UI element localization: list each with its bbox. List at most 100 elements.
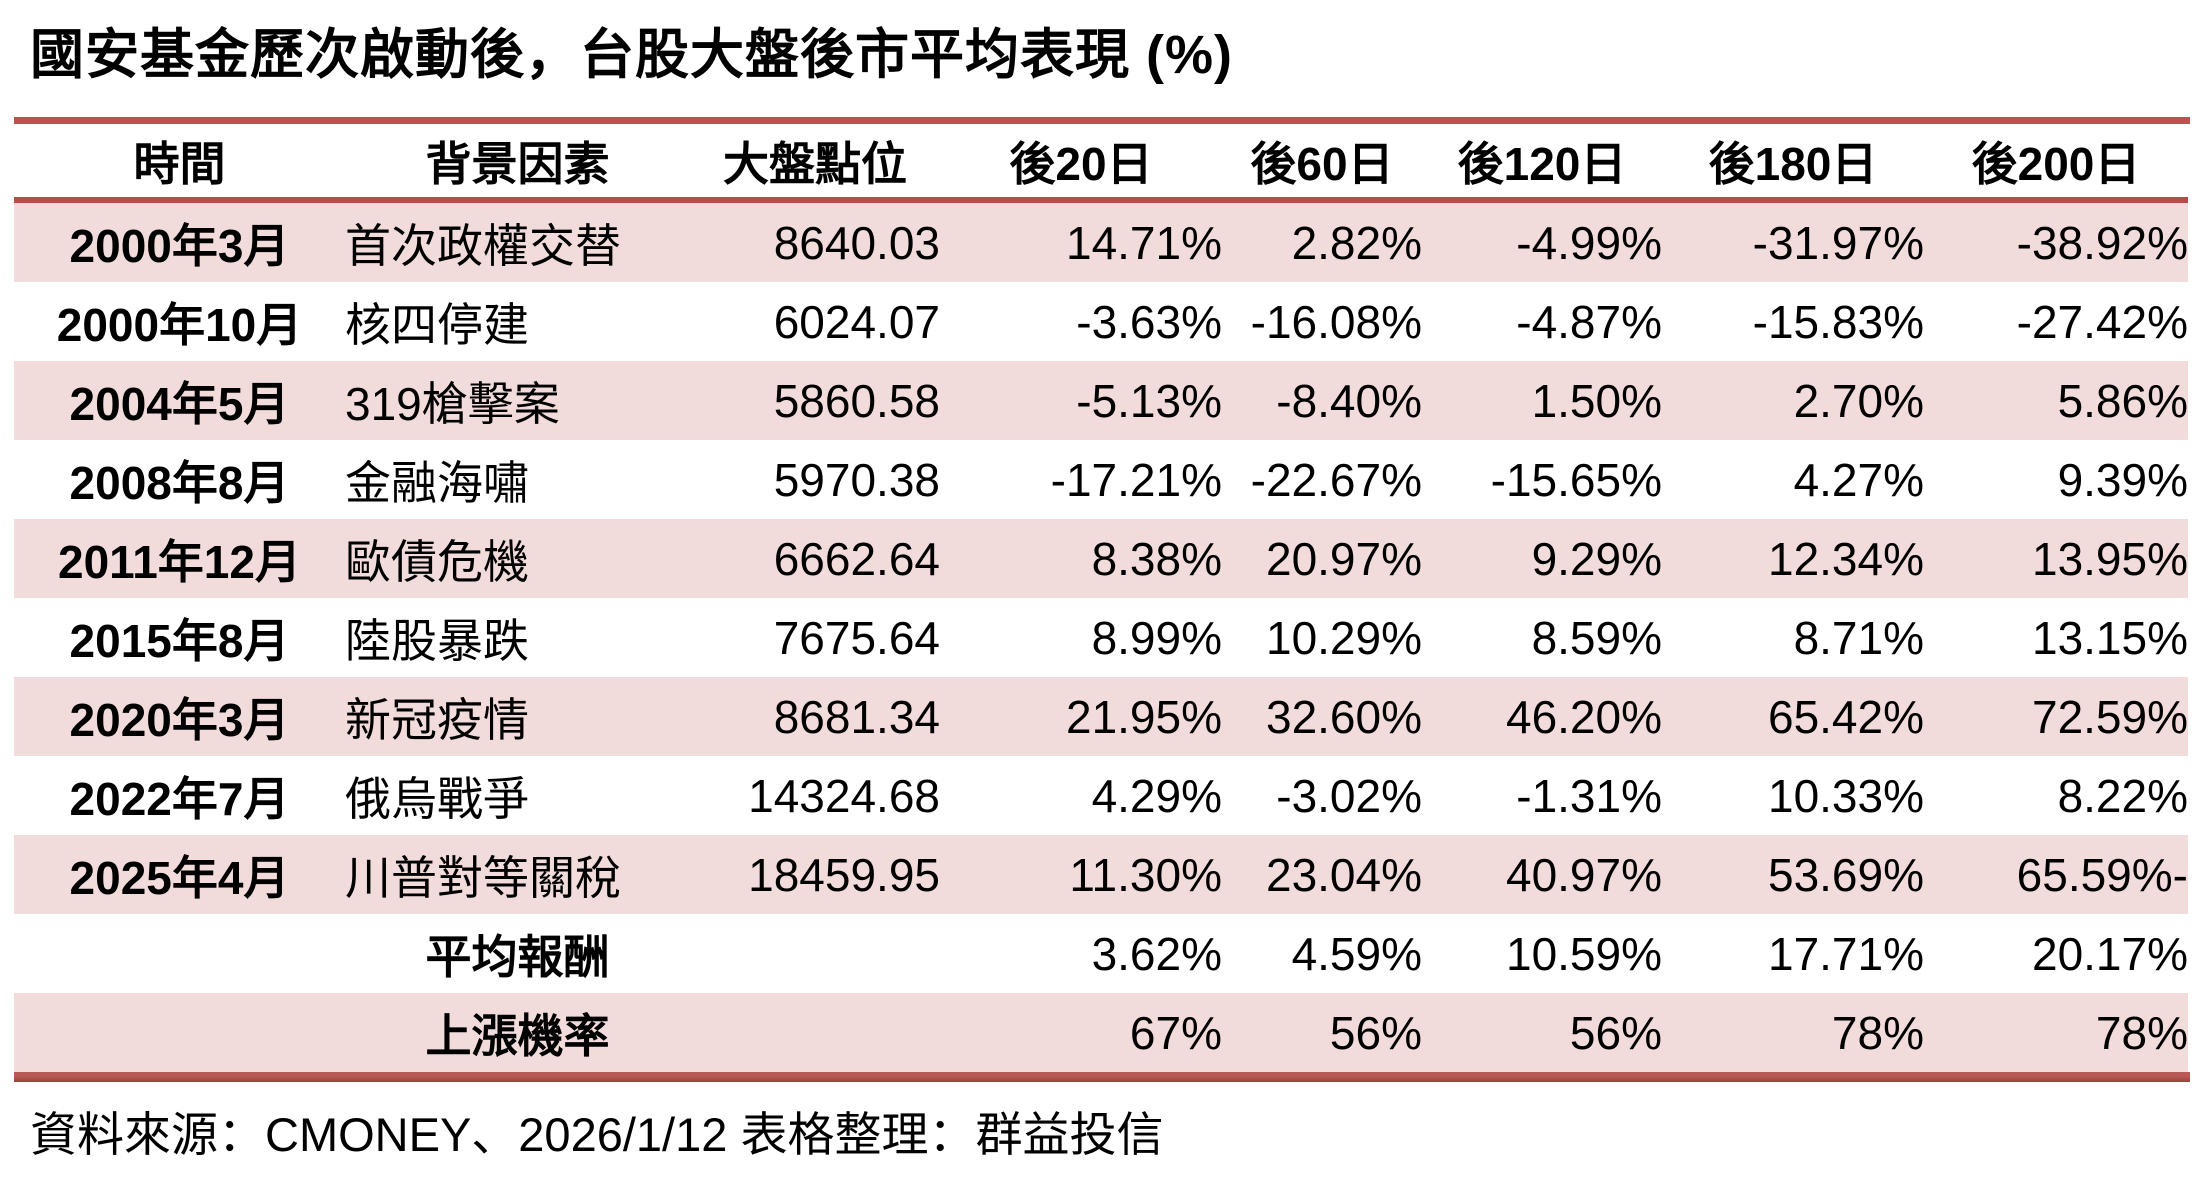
time-cell: 2015年8月 (69, 614, 290, 667)
index-level-cell: 5860.58 (773, 374, 940, 427)
factor-cell: 川普對等關稅 (345, 851, 621, 904)
return-200d-cell: 65.59%- (2016, 848, 2188, 901)
return-120d-cell: -4.99% (1516, 216, 1662, 269)
return-20d-cell: 21.95% (1065, 690, 1222, 743)
table-body: 2000年3月 首次政權交替 8640.03 14.71% 2.82% -4.9… (14, 200, 2188, 1072)
return-20d-cell: 4.29% (1091, 769, 1222, 822)
return-180d-cell: 12.34% (1767, 532, 1924, 585)
factor-cell: 新冠疫情 (345, 693, 529, 746)
return-60d-cell: 10.29% (1265, 611, 1422, 664)
avg-return-200d-cell: 20.17% (2031, 927, 2188, 980)
return-180d-cell: 53.69% (1767, 848, 1924, 901)
time-cell: 2004年5月 (69, 377, 290, 430)
column-header-after-20d: 後20日 (940, 124, 1222, 203)
time-cell: 2011年12月 (58, 535, 301, 588)
return-60d-cell: -16.08% (1250, 295, 1422, 348)
index-level-cell: 14324.68 (748, 769, 940, 822)
return-120d-cell: -1.31% (1516, 769, 1662, 822)
return-200d-cell: 8.22% (2057, 769, 2188, 822)
table-row: 2000年3月 首次政權交替 8640.03 14.71% 2.82% -4.9… (14, 200, 2188, 282)
market-performance-table: 時間 背景因素 大盤點位 後20日 後60日 後120日 後180日 後200日… (14, 124, 2188, 1072)
win-rate-20d-cell: 67% (1129, 1006, 1222, 1059)
return-200d-cell: 13.15% (2031, 611, 2188, 664)
return-120d-cell: 46.20% (1505, 690, 1662, 743)
return-60d-cell: 2.82% (1291, 216, 1422, 269)
return-120d-cell: 8.59% (1531, 611, 1662, 664)
win-rate-180d-cell: 78% (1831, 1006, 1924, 1059)
table-bottom-border-line (14, 1072, 2190, 1082)
index-level-cell: 6662.64 (773, 532, 940, 585)
return-120d-cell: 1.50% (1531, 374, 1662, 427)
return-200d-cell: 5.86% (2057, 374, 2188, 427)
return-180d-cell: 2.70% (1793, 374, 1924, 427)
table-row: 2000年10月 核四停建 6024.07 -3.63% -16.08% -4.… (14, 282, 2188, 361)
return-60d-cell: -8.40% (1276, 374, 1422, 427)
return-200d-cell: 72.59% (2031, 690, 2188, 743)
factor-cell: 319槍擊案 (345, 377, 560, 430)
return-180d-cell: 4.27% (1793, 453, 1924, 506)
win-rate-120d-cell: 56% (1569, 1006, 1662, 1059)
factor-cell: 陸股暴跌 (345, 614, 529, 667)
return-20d-cell: -5.13% (1076, 374, 1222, 427)
return-120d-cell: 40.97% (1505, 848, 1662, 901)
avg-return-120d-cell: 10.59% (1505, 927, 1662, 980)
return-20d-cell: 14.71% (1065, 216, 1222, 269)
empty-cell (690, 993, 940, 1072)
table-row: 2022年7月 俄烏戰爭 14324.68 4.29% -3.02% -1.31… (14, 756, 2188, 835)
return-180d-cell: 10.33% (1767, 769, 1924, 822)
index-level-cell: 18459.95 (748, 848, 940, 901)
page-title: 國安基金歷次啟動後，台股大盤後市平均表現 (%) (30, 25, 1233, 85)
return-60d-cell: 20.97% (1265, 532, 1422, 585)
column-header-after-200d: 後200日 (1924, 124, 2188, 203)
time-cell: 2020年3月 (69, 693, 290, 746)
column-header-factor: 背景因素 (345, 124, 690, 203)
column-header-index-level: 大盤點位 (690, 124, 940, 203)
avg-return-60d-cell: 4.59% (1291, 927, 1422, 980)
time-cell: 2008年8月 (69, 456, 290, 509)
factor-cell: 首次政權交替 (345, 219, 621, 272)
return-120d-cell: -4.87% (1516, 295, 1662, 348)
return-180d-cell: 65.42% (1767, 690, 1924, 743)
return-200d-cell: -27.42% (2016, 295, 2188, 348)
index-level-cell: 8640.03 (773, 216, 940, 269)
summary-label: 平均報酬 (425, 930, 610, 983)
summary-row-win-rate: 上漲機率 67% 56% 56% 78% 78% (14, 993, 2188, 1072)
summary-label: 上漲機率 (425, 1009, 610, 1062)
avg-return-20d-cell: 3.62% (1091, 927, 1222, 980)
column-header-time: 時間 (14, 124, 345, 203)
table-row: 2011年12月 歐債危機 6662.64 8.38% 20.97% 9.29%… (14, 519, 2188, 598)
factor-cell: 俄烏戰爭 (345, 772, 529, 825)
index-level-cell: 7675.64 (773, 611, 940, 664)
column-header-after-180d: 後180日 (1662, 124, 1924, 203)
index-level-cell: 8681.34 (773, 690, 940, 743)
return-180d-cell: 8.71% (1793, 611, 1924, 664)
table-row: 2008年8月 金融海嘯 5970.38 -17.21% -22.67% -15… (14, 440, 2188, 519)
return-200d-cell: 9.39% (2057, 453, 2188, 506)
return-180d-cell: -31.97% (1752, 216, 1924, 269)
return-20d-cell: -3.63% (1076, 295, 1222, 348)
column-header-after-60d: 後60日 (1222, 124, 1422, 203)
index-level-cell: 6024.07 (773, 295, 940, 348)
source-note: 資料來源：CMONEY、2026/1/12 表格整理：群益投信 (30, 1108, 1164, 1161)
return-60d-cell: -3.02% (1276, 769, 1422, 822)
title-divider-line (14, 117, 2190, 124)
summary-row-average-return: 平均報酬 3.62% 4.59% 10.59% 17.71% 20.17% (14, 914, 2189, 993)
table-row: 2004年5月 319槍擊案 5860.58 -5.13% -8.40% 1.5… (14, 361, 2188, 440)
win-rate-200d-cell: 78% (2095, 1006, 2188, 1059)
header-row: 時間 背景因素 大盤點位 後20日 後60日 後120日 後180日 後200日 (14, 124, 2188, 203)
time-cell: 2000年10月 (56, 298, 303, 351)
return-20d-cell: -17.21% (1050, 453, 1222, 506)
return-120d-cell: 9.29% (1531, 532, 1662, 585)
table-row: 2015年8月 陸股暴跌 7675.64 8.99% 10.29% 8.59% … (14, 598, 2188, 677)
return-60d-cell: 32.60% (1265, 690, 1422, 743)
return-60d-cell: -22.67% (1250, 453, 1422, 506)
column-header-after-120d: 後120日 (1422, 124, 1662, 203)
avg-return-180d-cell: 17.71% (1767, 927, 1924, 980)
time-cell: 2000年3月 (69, 219, 290, 272)
win-rate-60d-cell: 56% (1329, 1006, 1422, 1059)
return-120d-cell: -15.65% (1490, 453, 1662, 506)
table-header: 時間 背景因素 大盤點位 後20日 後60日 後120日 後180日 後200日 (14, 124, 2188, 203)
time-cell: 2025年4月 (69, 851, 290, 904)
return-200d-cell: 13.95% (2031, 532, 2188, 585)
